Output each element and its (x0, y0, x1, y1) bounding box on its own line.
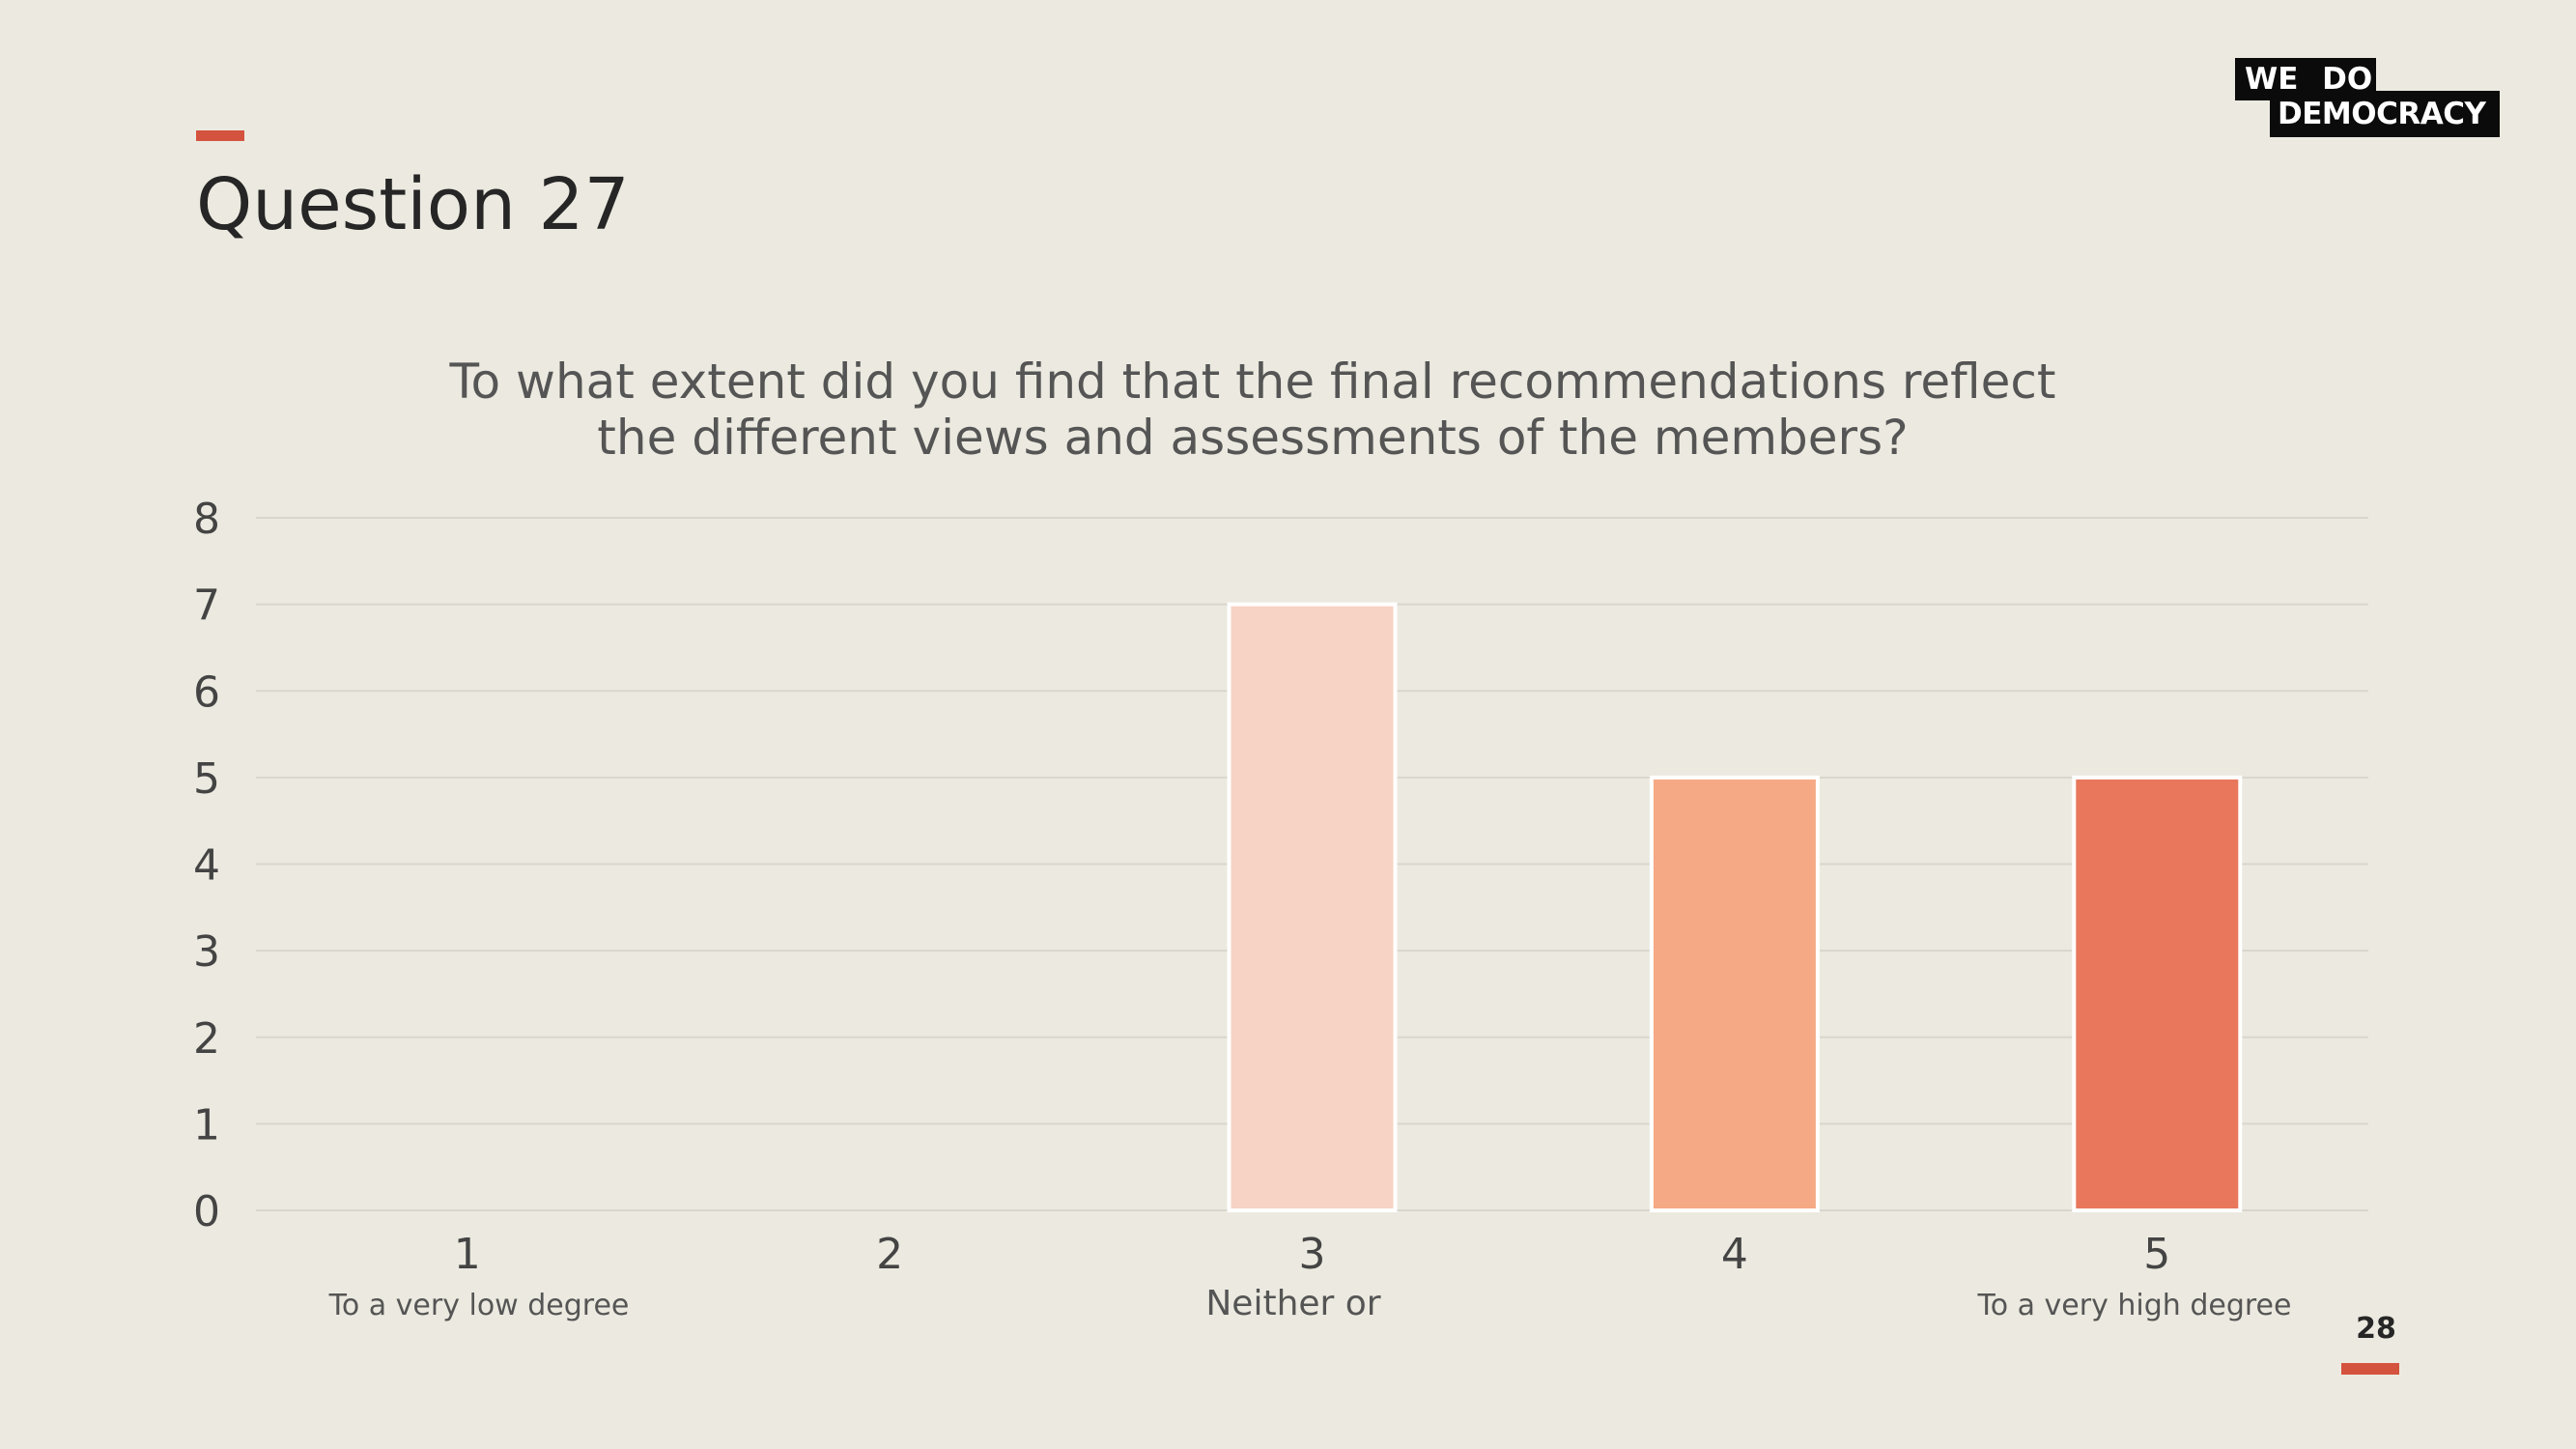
y-tick-label: 2 (193, 1014, 220, 1064)
chart-title-line-1: To what extent did you find that the fin… (449, 354, 2056, 410)
x-tick-label: 2 (876, 1230, 903, 1279)
x-tick-label: 4 (1721, 1230, 1748, 1279)
chart-title-line-2: the different views and assessments of t… (597, 410, 1908, 466)
x-tick-label: 5 (2143, 1230, 2170, 1279)
page-number: 28 (2356, 1312, 2396, 1346)
x-category-sublabel: Neither or (1205, 1284, 1380, 1323)
x-category-sublabel: To a very high degree (1977, 1289, 2292, 1322)
y-tick-label: 0 (193, 1187, 220, 1236)
bar (1649, 775, 1820, 1212)
y-tick-label: 5 (193, 754, 220, 804)
title-accent-bar (196, 130, 244, 141)
x-category-sublabel: To a very low degree (328, 1289, 630, 1322)
bar (1227, 602, 1398, 1212)
footer-accent-bar (2341, 1363, 2399, 1375)
x-tick-label: 3 (1299, 1230, 1326, 1279)
y-tick-label: 1 (193, 1100, 220, 1150)
y-tick-label: 7 (193, 582, 220, 631)
we-do-democracy-logo: WE DO DEMOCRACY (2235, 58, 2500, 137)
logo-line-2: DEMOCRACY (2270, 91, 2500, 137)
x-tick-label: 1 (454, 1230, 481, 1279)
y-tick-label: 4 (193, 841, 220, 891)
y-tick-label: 8 (193, 495, 220, 544)
bar (2072, 775, 2243, 1212)
y-tick-label: 6 (193, 668, 220, 717)
page-title: Question 27 (196, 163, 630, 246)
y-tick-label: 3 (193, 927, 220, 977)
